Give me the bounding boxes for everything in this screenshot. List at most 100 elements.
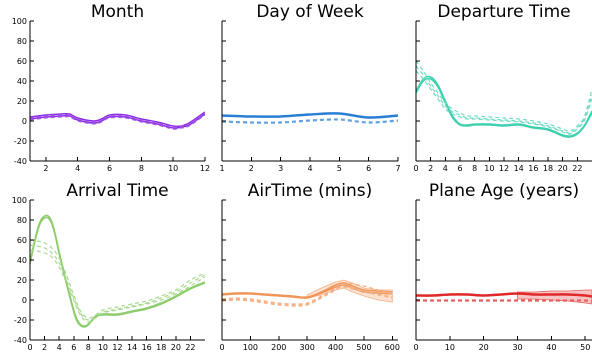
x-tick-label: 6 <box>366 164 371 173</box>
x-tick-label: 12 <box>112 343 122 352</box>
x-tick-label: 200 <box>271 343 286 352</box>
x-tick-label: 6 <box>71 343 76 352</box>
y-tick-label: 20 <box>17 97 27 106</box>
x-tick-label: 16 <box>142 343 152 352</box>
departure-time-plot-area <box>416 60 592 138</box>
series-line-3 <box>30 239 205 319</box>
x-tick-label: 8 <box>139 164 144 173</box>
chart-title: Month <box>91 2 144 22</box>
x-tick-label: 30 <box>512 343 522 352</box>
series-line-1 <box>416 292 592 297</box>
series-line-2 <box>416 77 592 138</box>
x-tick-label: 20 <box>558 164 568 173</box>
day-of-week-plot-area <box>222 112 398 124</box>
x-tick-label: 12 <box>499 164 509 173</box>
series-line-2 <box>30 113 205 129</box>
x-tick-label: 10 <box>168 164 178 173</box>
series-line-3 <box>416 60 592 132</box>
x-tick-label: 14 <box>514 164 524 173</box>
y-tick-label: 60 <box>17 236 27 245</box>
chart-title: AirTime (mins) <box>248 181 373 201</box>
plane-age-years-plot-area <box>416 289 592 305</box>
airtime-mins-plot-area <box>222 279 393 307</box>
x-tick-label: 0 <box>413 343 418 352</box>
x-tick-label: 0 <box>219 343 224 352</box>
series-line-4 <box>416 300 592 303</box>
panel-day-of-week: Day of Week 1 2 3 4 5 6 7 <box>219 2 400 173</box>
y-tick-label: 100 <box>12 17 27 26</box>
y-tick-label: 80 <box>17 37 27 46</box>
y-tick-label: 80 <box>17 216 27 225</box>
x-tick-label: 2 <box>428 164 433 173</box>
chart-title: Arrival Time <box>66 181 168 201</box>
x-tick-label: 500 <box>356 343 371 352</box>
x-tick-label: 7 <box>395 164 400 173</box>
y-tick-label: 0 <box>22 296 27 305</box>
series-line-5 <box>416 70 592 135</box>
x-tick-label: 20 <box>479 343 489 352</box>
x-tick-label: 2 <box>42 343 47 352</box>
x-tick-label: 0 <box>413 164 418 173</box>
x-tick-label: 4 <box>443 164 448 173</box>
x-tick-label: 22 <box>572 164 582 173</box>
confidence-band <box>517 289 592 305</box>
series-line-3 <box>222 285 393 305</box>
y-tick-label: -40 <box>14 336 27 345</box>
chart-title: Plane Age (years) <box>429 181 579 201</box>
series-line-1 <box>222 112 398 118</box>
series-line-4 <box>222 119 398 124</box>
series-line-2 <box>30 216 205 328</box>
x-tick-label: 2 <box>43 164 48 173</box>
series-line-2 <box>416 293 592 298</box>
y-tick-label: -20 <box>14 316 27 325</box>
x-tick-label: 22 <box>185 343 195 352</box>
series-line-3 <box>416 299 592 302</box>
x-tick-label: 8 <box>86 343 91 352</box>
series-line-4 <box>30 244 205 321</box>
x-tick-label: 6 <box>457 164 462 173</box>
x-tick-label: 600 <box>385 343 400 352</box>
panel-plane-age: Plane Age (years) 0 10 20 30 40 50 <box>413 181 592 352</box>
y-tick-label: 20 <box>17 276 27 285</box>
x-tick-label: 4 <box>57 343 62 352</box>
x-tick-label: 400 <box>328 343 343 352</box>
y-tick-label: 40 <box>17 77 27 86</box>
series-line-1 <box>30 111 205 128</box>
y-tick-label: 100 <box>12 196 27 205</box>
y-tick-label: 60 <box>17 57 27 66</box>
y-tick-label: 40 <box>17 256 27 265</box>
x-tick-label: 3 <box>278 164 283 173</box>
x-tick-label: 10 <box>445 343 455 352</box>
series-line-5 <box>30 249 205 323</box>
arrival-time-plot-area <box>30 214 205 328</box>
series-line-1 <box>30 214 205 327</box>
chart-title: Departure Time <box>437 2 570 22</box>
x-tick-label: 14 <box>127 343 137 352</box>
y-tick-label: -20 <box>14 137 27 146</box>
x-tick-label: 1 <box>219 164 224 173</box>
x-tick-label: 10 <box>98 343 108 352</box>
x-tick-label: 18 <box>543 164 553 173</box>
x-tick-label: 0 <box>27 343 32 352</box>
x-tick-label: 2 <box>249 164 254 173</box>
panel-departure-time: Departure Time 0 2 4 6 8 10 12 14 16 18 20 22 <box>413 2 592 173</box>
series-line-3 <box>222 118 398 123</box>
x-tick-label: 8 <box>472 164 477 173</box>
chart-title: Day of Week <box>256 2 363 22</box>
x-tick-label: 20 <box>171 343 181 352</box>
series-line-2 <box>222 113 398 119</box>
series-line-2 <box>222 284 393 299</box>
series-line-4 <box>416 65 592 134</box>
x-tick-label: 50 <box>580 343 590 352</box>
series-line-1 <box>416 75 592 137</box>
x-tick-label: 5 <box>337 164 342 173</box>
x-tick-label: 12 <box>200 164 210 173</box>
x-tick-label: 6 <box>107 164 112 173</box>
x-tick-label: 4 <box>75 164 80 173</box>
x-tick-label: 16 <box>528 164 538 173</box>
series-line-4 <box>222 282 393 307</box>
x-tick-label: 4 <box>307 164 312 173</box>
y-tick-label: -40 <box>14 157 27 166</box>
x-tick-label: 18 <box>156 343 166 352</box>
